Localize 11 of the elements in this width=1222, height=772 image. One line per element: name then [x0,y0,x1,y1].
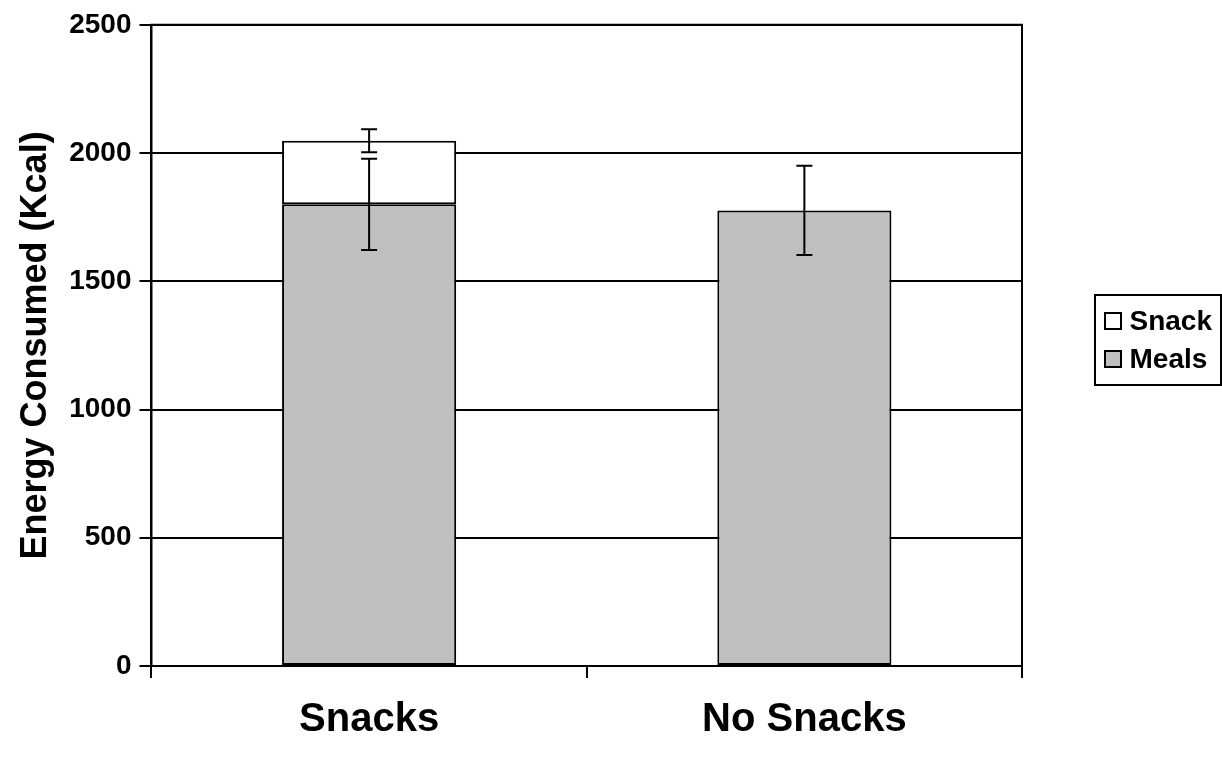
text: Snack [1129,304,1212,338]
y-tick-label: 500 [84,520,132,552]
legend-label: Meals [1129,342,1208,376]
y-axis-title: Energy Consumed (Kcal) [12,131,54,560]
y-tick-label: 2000 [69,135,132,167]
x-tick-label: No Snacks [702,695,907,740]
y-tick-label: 1500 [69,264,132,295]
y-tick-label: 0 [115,648,132,680]
x-tick-label: Snacks [299,695,440,740]
y-tick-label: 1000 [69,392,132,424]
y-tick-label: 2500 [69,7,132,39]
